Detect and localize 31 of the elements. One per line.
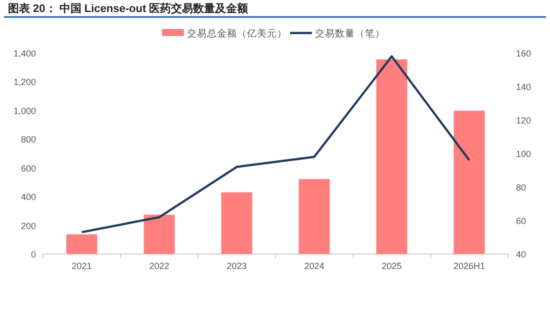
x-tick-label: 2022 — [149, 261, 170, 271]
bar — [66, 234, 98, 254]
bar — [454, 110, 485, 254]
y2-tick-label: 100 — [516, 149, 532, 159]
y-tick-label: 600 — [20, 163, 36, 174]
y2-tick-label: 80 — [516, 182, 526, 192]
x-tick-label: 2026H1 — [453, 261, 486, 271]
x-tick-label: 2024 — [304, 261, 324, 271]
bar — [144, 214, 175, 254]
y-tick-label: 400 — [20, 192, 36, 202]
y2-tick-label: 60 — [516, 216, 526, 226]
y2-tick-label: 120 — [516, 116, 532, 126]
y2-tick-label: 160 — [516, 48, 532, 58]
legend-label: 交易总金额（亿美元） — [187, 28, 287, 40]
y-tick-label: 1,200 — [13, 77, 36, 88]
x-tick-label: 2021 — [72, 261, 92, 271]
chart-title: 图表 20： 中国 License-out 医药交易数量及金额 — [8, 2, 250, 15]
bar — [221, 192, 252, 254]
bar — [298, 179, 330, 254]
y-tick-label: 800 — [20, 134, 36, 145]
x-tick-label: 2023 — [226, 261, 247, 271]
x-tick-label: 2025 — [382, 261, 402, 271]
y2-tick-label: 140 — [516, 82, 532, 92]
y-tick-label: 0 — [30, 250, 36, 260]
bar — [376, 59, 408, 254]
line-series — [80, 55, 470, 234]
y2-tick-label: 40 — [516, 250, 526, 260]
legend-label: 交易数量（笔） — [315, 28, 385, 40]
y-tick-label: 200 — [20, 220, 36, 231]
y-tick-label: 1,000 — [13, 106, 36, 116]
y-tick-label: 1,400 — [13, 48, 36, 58]
